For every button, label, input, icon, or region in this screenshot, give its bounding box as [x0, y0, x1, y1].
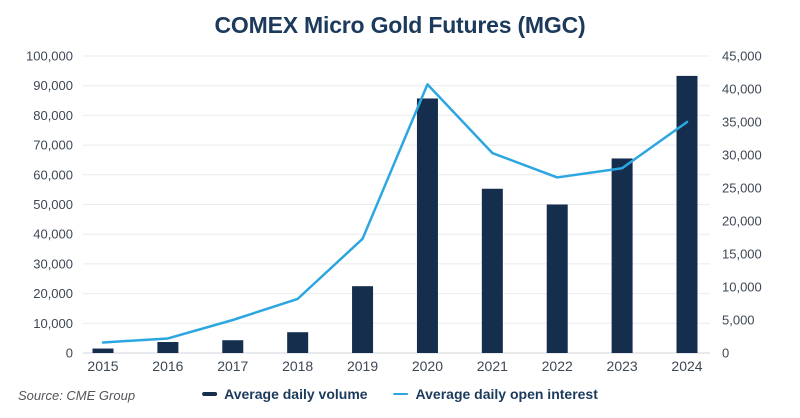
x-axis-label-2017: 2017 — [217, 358, 248, 374]
volume-bar-2023 — [611, 158, 633, 353]
volume-bar-2017 — [222, 340, 244, 353]
open-interest-line-swatch-icon — [393, 392, 409, 396]
volume-bar-2018 — [287, 332, 309, 353]
plot-svg: 0 10,000 20,000 30,000 40,000 50,000 60,000 70,… — [26, 49, 762, 375]
chart-footer: Source: CME Group Average daily volume A… — [0, 384, 800, 410]
y-axis-label-right: 15,000 — [722, 247, 762, 262]
y-axis-label-right: 30,000 — [722, 148, 762, 163]
volume-bar-swatch-icon — [202, 391, 218, 397]
open-interest-line — [101, 83, 689, 344]
y-axis-label-left: 70,000 — [33, 138, 73, 153]
y-axis-label-right: 45,000 — [722, 49, 762, 64]
y-axis-label-left: 60,000 — [33, 167, 73, 182]
y-axis-label-left: 10,000 — [33, 316, 73, 331]
volume-bar-2019 — [352, 286, 374, 353]
y-axis-label-right: 20,000 — [722, 214, 762, 229]
x-axis-label-2020: 2020 — [412, 358, 443, 374]
y-axis-label-left: 90,000 — [33, 78, 73, 93]
legend-item-volume: Average daily volume — [202, 386, 368, 402]
y-axis-label-left: 50,000 — [33, 197, 73, 212]
x-axis-label-2021: 2021 — [477, 358, 508, 374]
volume-bar-2024 — [676, 75, 698, 354]
y-axis-label-right: 5,000 — [722, 313, 755, 328]
y-axis-label-right: 0 — [722, 346, 729, 361]
y-axis-label-left: 40,000 — [33, 227, 73, 242]
y-axis-label-right: 35,000 — [722, 115, 762, 130]
volume-bar-2015 — [92, 348, 114, 353]
x-axis-label-2015: 2015 — [87, 358, 118, 374]
x-axis-label-2016: 2016 — [152, 358, 183, 374]
y-axis-label-right: 25,000 — [722, 181, 762, 196]
volume-bar-2020 — [416, 98, 438, 353]
legend-label-open-interest: Average daily open interest — [415, 386, 598, 402]
source-note: Source: CME Group — [18, 388, 136, 403]
volume-bar-2016 — [157, 342, 179, 353]
legend-label-volume: Average daily volume — [224, 386, 368, 402]
x-axis-label-2018: 2018 — [282, 358, 313, 374]
y-axis-label-left: 80,000 — [33, 108, 73, 123]
volume-bar-2022 — [546, 204, 568, 353]
y-axis-label-left: 0 — [66, 346, 73, 361]
y-axis-label-left: 20,000 — [33, 286, 73, 301]
y-axis-label-right: 40,000 — [722, 82, 762, 97]
chart-title: COMEX Micro Gold Futures (MGC) — [214, 12, 586, 38]
x-axis-label-2022: 2022 — [542, 358, 573, 374]
x-axis-label-2024: 2024 — [671, 358, 702, 374]
y-axis-label-right: 10,000 — [722, 280, 762, 295]
x-axis-label-2019: 2019 — [347, 358, 378, 374]
legend: Average daily volume Average daily open … — [202, 386, 598, 402]
x-axis-label-2023: 2023 — [607, 358, 638, 374]
y-axis-label-left: 30,000 — [33, 256, 73, 271]
legend-item-open-interest: Average daily open interest — [393, 386, 598, 402]
y-axis-label-left: 100,000 — [26, 49, 73, 64]
volume-bar-2021 — [481, 188, 503, 353]
